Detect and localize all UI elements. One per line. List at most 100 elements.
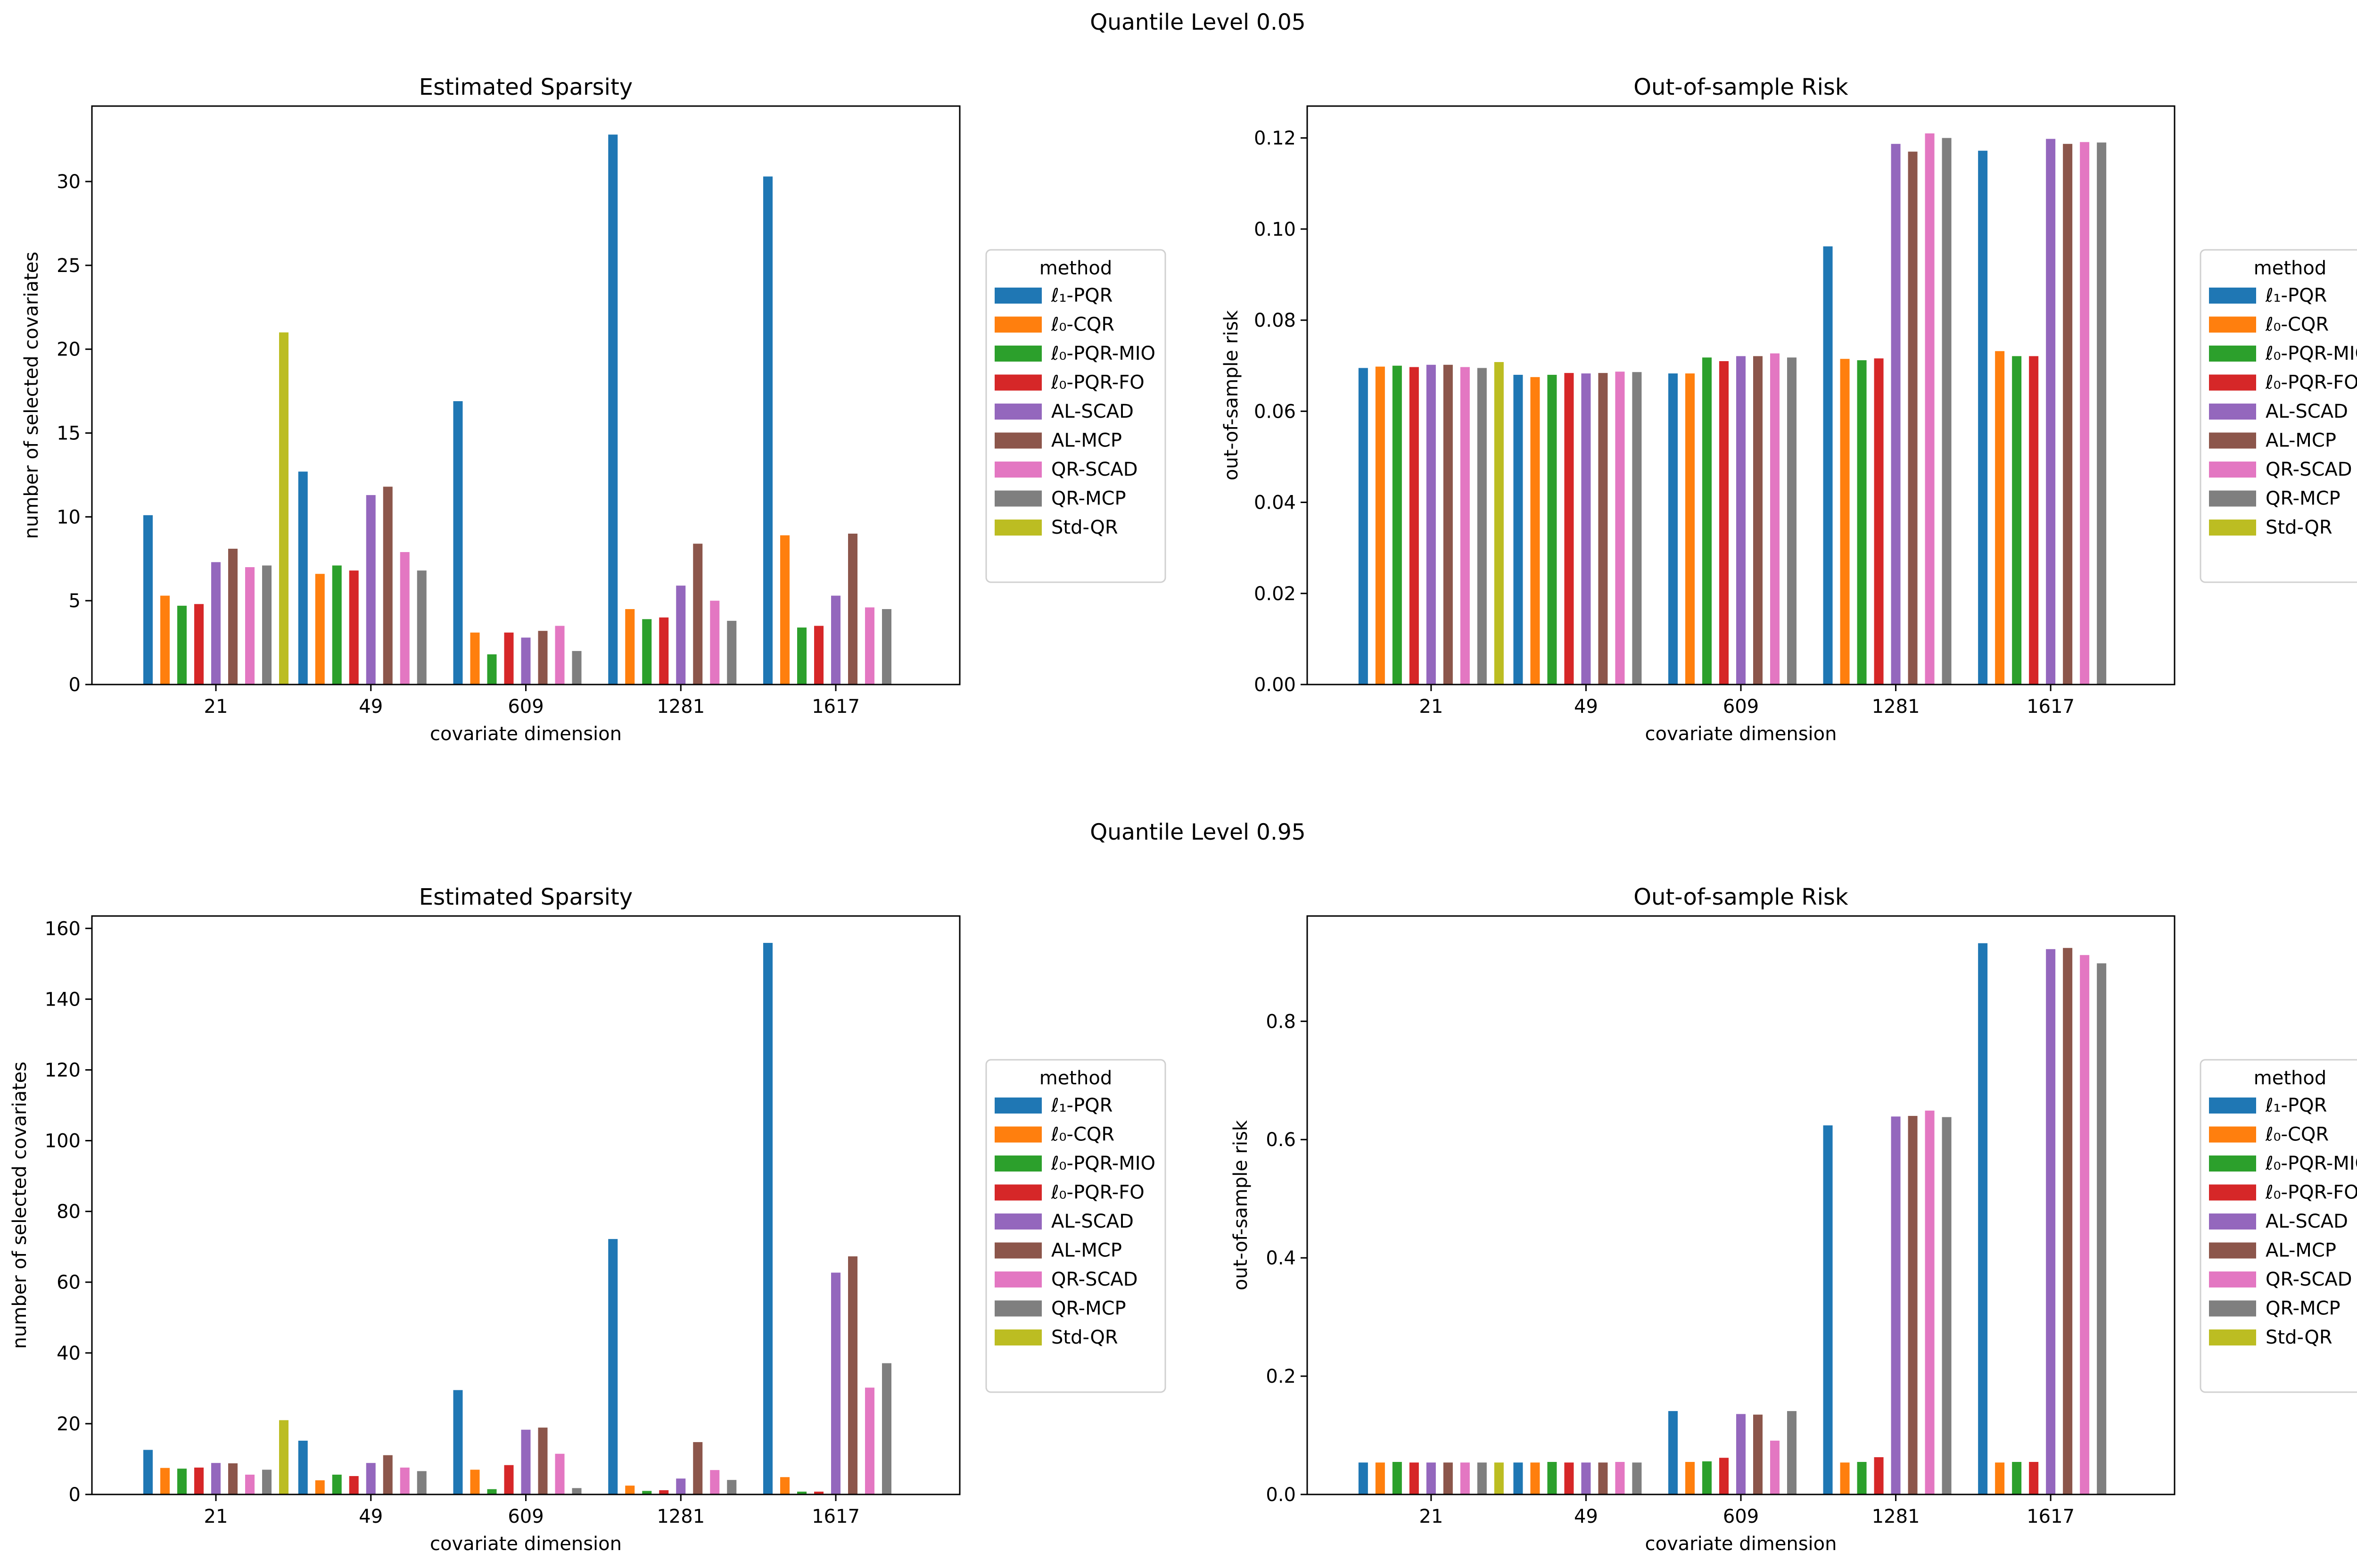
bar-p2-s0-c3 — [608, 1239, 618, 1494]
ytick-label-1-3: 0.06 — [1254, 401, 1296, 422]
bar-p2-s0-c1 — [298, 1440, 308, 1494]
bar-p2-s8-c0 — [279, 1420, 288, 1494]
ytick-label-1-2: 0.04 — [1254, 492, 1296, 514]
legend-swatch-1-6 — [2209, 462, 2256, 478]
bar-p0-s4-c2 — [521, 637, 531, 685]
bar-p1-s3-c2 — [1719, 361, 1729, 685]
legend-label-2-6: QR-SCAD — [1051, 1269, 1138, 1290]
ytick-label-0-0: 0 — [69, 674, 81, 696]
xtick-label-1-4: 1617 — [2027, 696, 2075, 718]
bar-p3-s5-c2 — [1753, 1414, 1763, 1494]
legend-label-1-0: ℓ₁-PQR — [2265, 285, 2327, 306]
bar-p0-s0-c4 — [763, 176, 773, 685]
bar-p3-s5-c0 — [1443, 1462, 1453, 1494]
bar-p1-s0-c1 — [1513, 375, 1523, 685]
bar-p3-s7-c3 — [1942, 1117, 1952, 1494]
bar-p3-s2-c2 — [1702, 1461, 1712, 1494]
bar-p3-s4-c3 — [1891, 1116, 1901, 1494]
legend-swatch-2-5 — [995, 1242, 1042, 1259]
bar-p0-s7-c1 — [417, 570, 427, 685]
legend-label-2-8: Std-QR — [1051, 1327, 1118, 1348]
bar-p2-s4-c2 — [521, 1429, 531, 1494]
bar-p1-s7-c0 — [1477, 368, 1487, 685]
bar-p0-s5-c2 — [538, 631, 548, 685]
legend-label-2-1: ℓ₀-CQR — [1051, 1124, 1114, 1146]
bar-p0-s1-c0 — [160, 595, 170, 685]
xtick-label-2-2: 609 — [508, 1506, 544, 1527]
chart-title-2: Estimated Sparsity — [419, 884, 633, 910]
bar-p0-s7-c4 — [882, 609, 891, 685]
legend-label-1-7: QR-MCP — [2266, 488, 2341, 510]
bar-p1-s5-c4 — [2063, 144, 2073, 685]
bar-p0-s5-c1 — [383, 487, 393, 685]
bar-p0-s4-c4 — [831, 595, 841, 685]
legend-swatch-2-8 — [995, 1329, 1042, 1345]
legend-swatch-0-1 — [995, 316, 1042, 333]
bar-p2-s6-c3 — [710, 1470, 720, 1494]
yaxis-label-2: number of selected covariates — [9, 1062, 31, 1349]
bar-p1-s0-c0 — [1358, 368, 1368, 685]
ytick-label-2-6: 120 — [45, 1059, 81, 1081]
bar-p1-s3-c4 — [2029, 356, 2039, 685]
legend-swatch-2-6 — [995, 1271, 1042, 1287]
legend-swatch-3-1 — [2209, 1126, 2256, 1143]
bar-p2-s1-c0 — [160, 1468, 170, 1494]
bar-p0-s3-c2 — [504, 632, 514, 685]
bar-p1-s2-c3 — [1857, 360, 1867, 685]
yaxis-label-0: number of selected covariates — [21, 252, 42, 539]
bar-p3-s6-c1 — [1615, 1461, 1625, 1494]
legend-swatch-2-2 — [995, 1155, 1042, 1172]
bar-p2-s6-c4 — [865, 1387, 874, 1494]
bar-p0-s3-c4 — [814, 626, 824, 685]
legend-swatch-3-8 — [2209, 1329, 2256, 1345]
legend-swatch-2-3 — [995, 1184, 1042, 1201]
legend-swatch-1-7 — [2209, 490, 2256, 507]
ytick-label-2-3: 60 — [57, 1272, 81, 1294]
bar-p2-s5-c3 — [693, 1442, 703, 1494]
ytick-label-3-4: 0.8 — [1266, 1011, 1296, 1032]
ytick-label-2-2: 40 — [57, 1343, 81, 1364]
bar-p3-s4-c0 — [1426, 1462, 1436, 1494]
bar-p3-s7-c0 — [1477, 1462, 1487, 1494]
ytick-label-2-1: 20 — [57, 1413, 81, 1435]
bar-p0-s3-c3 — [659, 617, 669, 685]
bar-p3-s0-c4 — [1978, 943, 1988, 1494]
legend-label-1-2: ℓ₀-PQR-MIO — [2265, 343, 2357, 364]
ytick-label-2-7: 140 — [45, 989, 81, 1010]
bar-p0-s0-c3 — [608, 134, 618, 685]
bar-p1-s0-c4 — [1978, 150, 1988, 685]
bar-p0-s5-c0 — [228, 548, 238, 685]
legend-label-1-5: AL-MCP — [2266, 430, 2336, 452]
bar-p0-s1-c4 — [780, 535, 790, 685]
bar-p0-s2-c1 — [332, 565, 342, 685]
legend-label-3-1: ℓ₀-CQR — [2265, 1124, 2329, 1146]
bar-p2-s0-c2 — [453, 1390, 463, 1494]
bar-p1-s4-c2 — [1736, 356, 1746, 685]
bar-p0-s0-c2 — [453, 401, 463, 685]
bar-p3-s1-c1 — [1530, 1462, 1540, 1494]
ytick-label-3-1: 0.2 — [1266, 1366, 1296, 1387]
legend-swatch-1-2 — [2209, 346, 2256, 362]
legend-label-0-0: ℓ₁-PQR — [1051, 285, 1113, 306]
bar-p1-s2-c0 — [1392, 365, 1402, 685]
legend-title-1: method — [2254, 257, 2326, 279]
bar-p1-s2-c2 — [1702, 357, 1712, 685]
bar-p3-s3-c2 — [1719, 1458, 1729, 1494]
bar-p3-s7-c4 — [2097, 963, 2107, 1494]
bar-p3-s0-c2 — [1668, 1411, 1678, 1494]
legend-label-0-6: QR-SCAD — [1051, 459, 1138, 480]
legend-label-0-7: QR-MCP — [1051, 488, 1126, 510]
bar-p2-s2-c2 — [487, 1489, 497, 1494]
bar-p1-s7-c4 — [2097, 142, 2107, 685]
legend-label-0-1: ℓ₀-CQR — [1051, 314, 1114, 336]
bar-p2-s1-c3 — [625, 1485, 635, 1494]
bar-p1-s4-c1 — [1581, 373, 1591, 685]
bar-p0-s1-c2 — [470, 632, 480, 685]
bar-p1-s6-c1 — [1615, 371, 1625, 685]
bar-p2-s7-c2 — [572, 1488, 582, 1494]
bar-p1-s1-c3 — [1840, 359, 1850, 685]
bar-p1-s8-c0 — [1494, 362, 1504, 685]
legend-swatch-1-3 — [2209, 374, 2256, 391]
legend-label-0-5: AL-MCP — [1051, 430, 1122, 452]
bar-p2-s5-c0 — [228, 1463, 238, 1494]
